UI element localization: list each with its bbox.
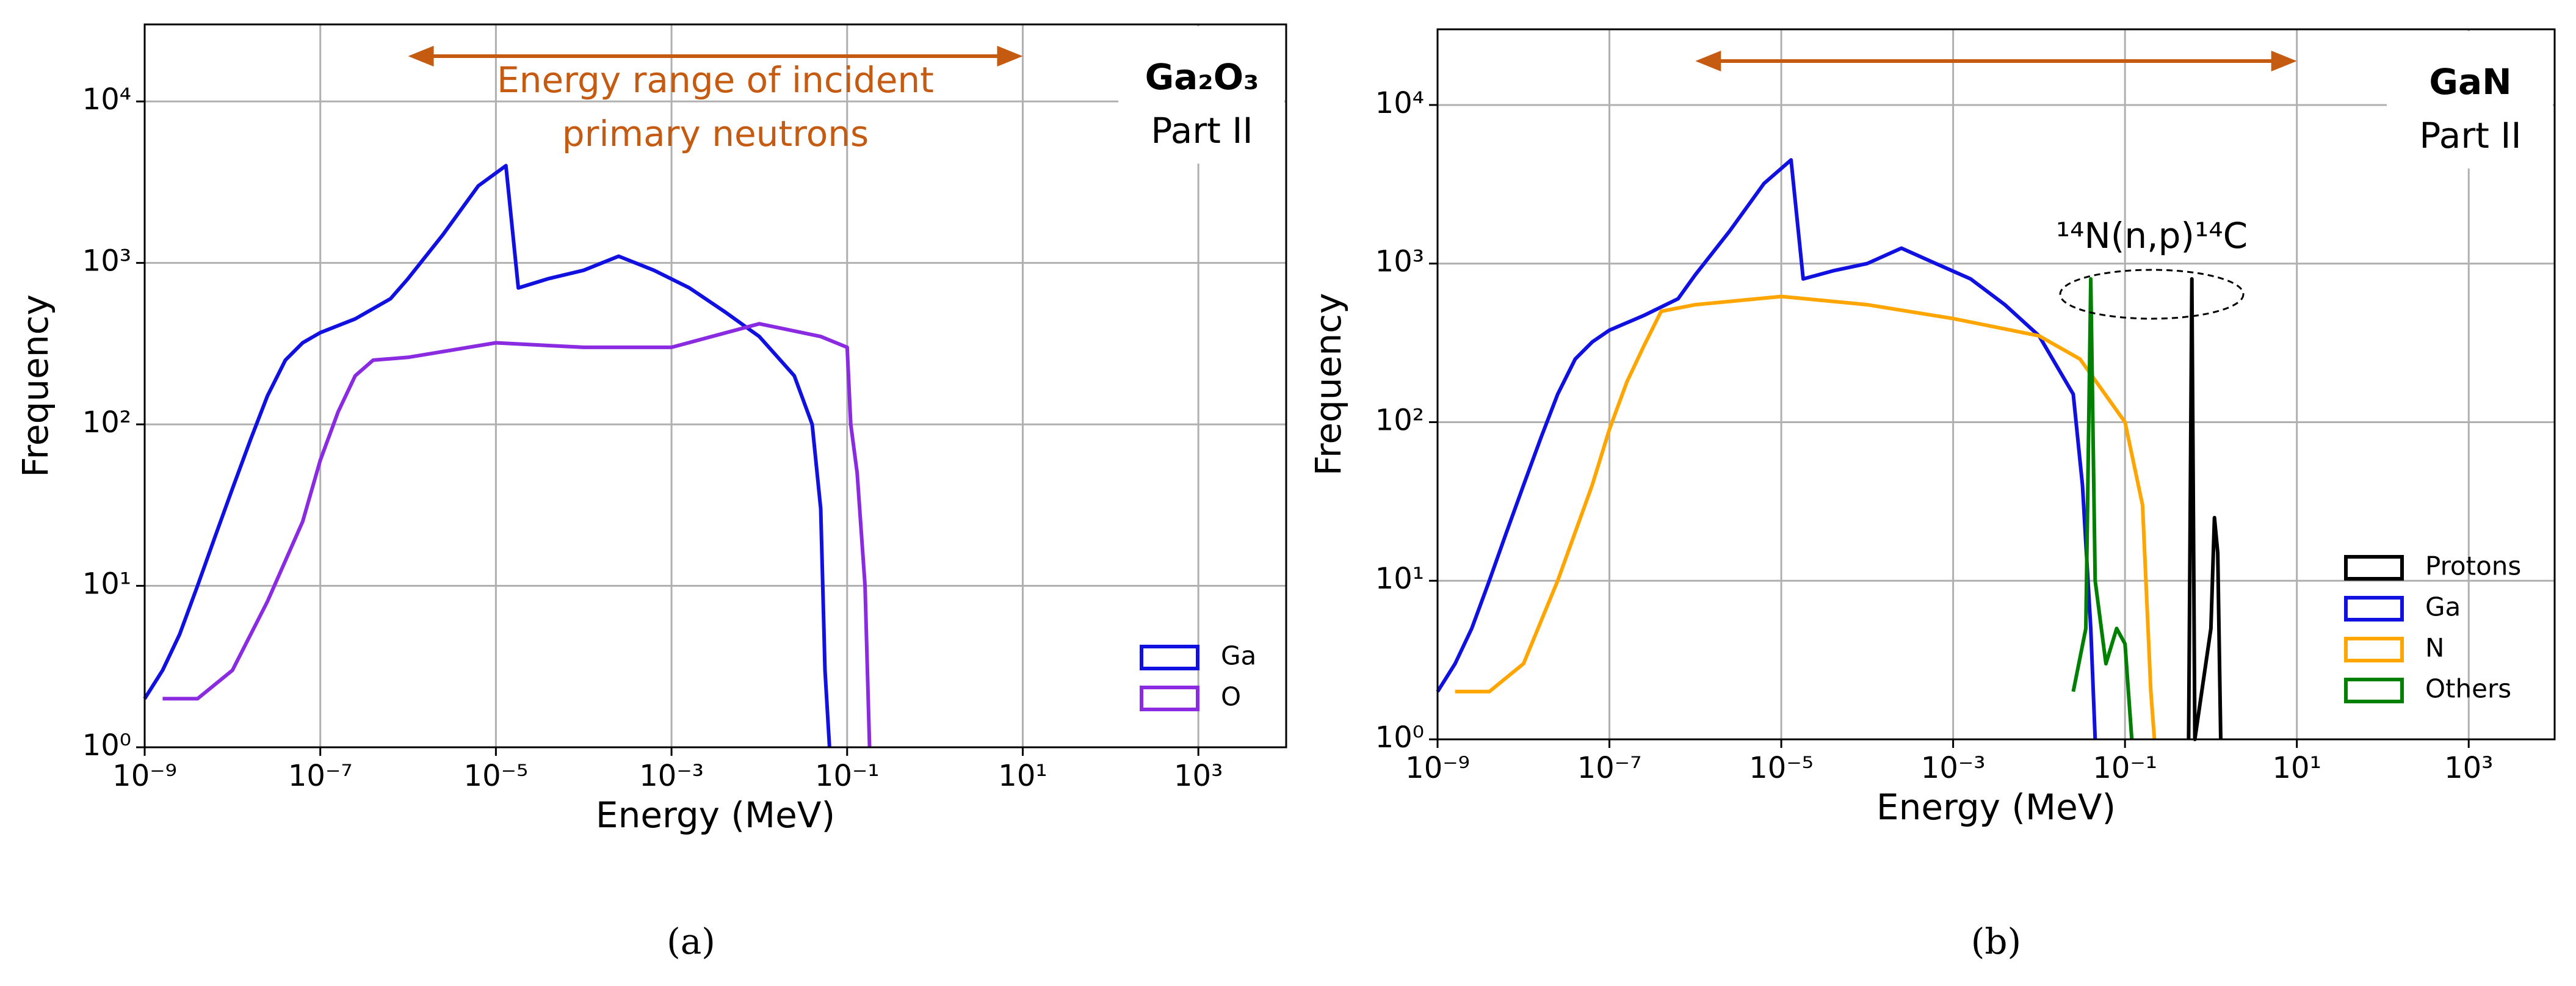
panel-subtitle: Part II: [1151, 110, 1253, 151]
plot-area: [145, 24, 1286, 747]
y-tick-label: 10³: [82, 244, 131, 278]
arrow-head: [1695, 51, 1721, 71]
y-tick-label: 10¹: [1375, 562, 1424, 596]
legend-swatch: [2344, 678, 2404, 703]
legend-label: O: [1221, 682, 1241, 712]
plot-frame: [143, 23, 1287, 749]
x-tick-label: 10⁻¹: [2093, 751, 2157, 785]
x-tick-label: 10³: [1174, 759, 1223, 793]
y-tick-label: 10³: [1375, 245, 1424, 279]
x-tick-label: 10⁻⁵: [1749, 751, 1814, 785]
legend-label: N: [2425, 633, 2444, 663]
caption: (b): [1971, 921, 2021, 962]
series-line: [2071, 277, 2134, 740]
legend-label: Others: [2425, 674, 2511, 704]
y-tick-label: 10⁰: [82, 728, 131, 763]
x-tick-label: 10⁻⁷: [1577, 751, 1642, 785]
series-line: [1436, 158, 2097, 740]
legend-swatch: [2344, 637, 2404, 662]
caption: (a): [667, 921, 715, 962]
y-tick-label: 10¹: [82, 567, 131, 601]
x-axis-label: Energy (MeV): [596, 794, 835, 836]
y-tick-label: 10⁰: [1375, 720, 1424, 755]
x-tick-label: 10⁻¹: [815, 759, 880, 793]
annotation-ellipse: [2059, 269, 2245, 320]
label-box: [1118, 26, 1284, 164]
series-line: [2187, 277, 2223, 741]
x-tick-label: 10³: [2444, 751, 2493, 785]
y-tick-label: 10²: [1375, 403, 1424, 437]
series-line: [1455, 294, 2157, 740]
x-tick-label: 10¹: [998, 759, 1047, 793]
annotation: primary neutrons: [562, 113, 869, 154]
label-box: [2387, 31, 2553, 169]
x-axis-label: Energy (MeV): [1876, 786, 2116, 828]
arrow-head: [997, 46, 1023, 67]
plot-frame: [1436, 28, 2556, 741]
panel-subtitle: Part II: [2419, 115, 2521, 156]
x-tick-label: 10⁻⁵: [464, 759, 529, 793]
x-tick-label: 10¹: [2273, 751, 2321, 785]
annotation: Energy range of incident: [497, 59, 934, 101]
legend-swatch: [1140, 686, 1199, 711]
series-line: [143, 164, 831, 748]
panel-title: Ga₂O₃: [1145, 56, 1259, 98]
y-axis-label: Frequency: [15, 294, 56, 477]
x-tick-label: 10⁻⁷: [288, 759, 353, 793]
legend-swatch: [2344, 596, 2404, 622]
series-line: [162, 322, 872, 748]
panel-title: GaN: [2429, 61, 2511, 103]
x-tick-label: 10⁻⁹: [112, 759, 177, 793]
y-tick-label: 10²: [82, 405, 131, 440]
y-axis-label: Frequency: [1308, 293, 1349, 476]
legend-label: Protons: [2425, 551, 2521, 581]
legend-label: Ga: [1221, 641, 1256, 671]
legend-label: Ga: [2425, 592, 2461, 622]
x-tick-label: 10⁻³: [639, 759, 704, 793]
x-tick-label: 10⁻³: [1921, 751, 1986, 785]
legend-swatch: [2344, 555, 2404, 581]
legend-swatch: [1140, 645, 1199, 670]
annotation: ¹⁴N(n,p)¹⁴C: [2056, 215, 2248, 256]
y-tick-label: 10⁴: [82, 82, 131, 117]
arrow-head: [408, 46, 434, 67]
arrow-head: [2271, 51, 2297, 71]
x-tick-label: 10⁻⁹: [1405, 751, 1470, 785]
y-tick-label: 10⁴: [1375, 86, 1424, 120]
